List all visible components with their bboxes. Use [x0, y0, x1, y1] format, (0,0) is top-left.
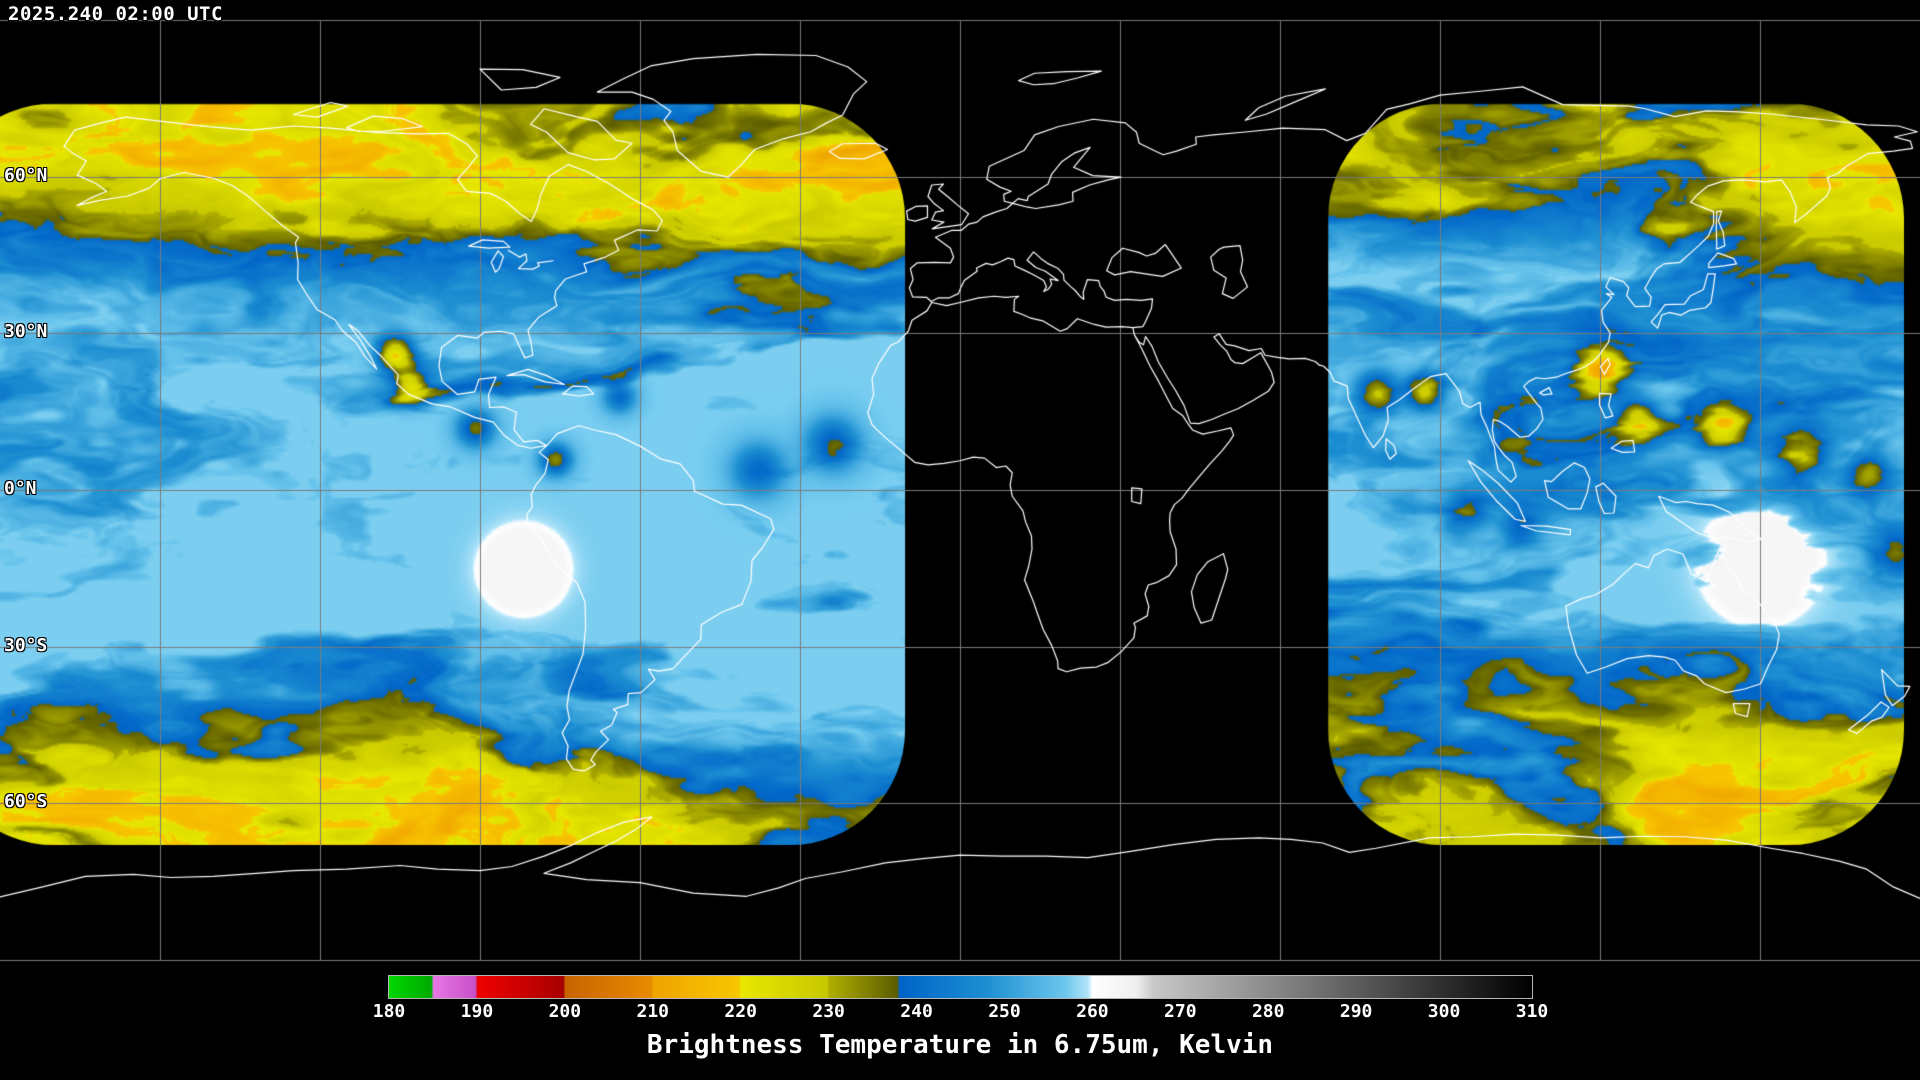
- colorbar-tick-labels: 180 190 200 210 220 230 240 250 260 270 280 290 300 3…: [373, 1001, 1549, 1025]
- colorbar-caption: Brightness Temperature in 6.75um, Kelvin: [646, 1030, 1274, 1060]
- colorbar-tick-label: 290: [1339, 1001, 1373, 1022]
- colorbar-tick-label: 250: [988, 1001, 1021, 1022]
- colorbar-tick-label: 220: [724, 1001, 757, 1022]
- colorbar-tick-label: 240: [900, 1001, 933, 1022]
- colorbar-tick-label: 260: [1076, 1001, 1109, 1022]
- colorbar-tick-label: 300: [1427, 1001, 1461, 1022]
- colorbar-tick-label: 190: [460, 1001, 494, 1022]
- timestamp-label: 2025.240 02:00 UTC: [8, 3, 223, 25]
- colorbar: [388, 975, 1533, 999]
- colorbar-tick-label: 310: [1515, 1001, 1549, 1022]
- colorbar-tick-label: 210: [636, 1001, 670, 1022]
- colorbar-tick-label: 280: [1251, 1001, 1285, 1022]
- colorbar-tick-label: 230: [812, 1001, 845, 1022]
- colorbar-tick-label: 200: [548, 1001, 582, 1022]
- colorbar-gradient: [389, 976, 1532, 998]
- colorbar-tick-label: 180: [372, 1001, 406, 1022]
- colorbar-tick-label: 270: [1164, 1001, 1197, 1022]
